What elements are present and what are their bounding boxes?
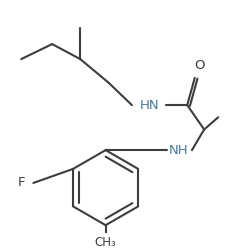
Text: NH: NH (168, 144, 188, 157)
Text: CH₃: CH₃ (94, 236, 116, 248)
Text: F: F (17, 177, 25, 189)
Text: O: O (193, 59, 204, 72)
Text: HN: HN (139, 99, 159, 112)
